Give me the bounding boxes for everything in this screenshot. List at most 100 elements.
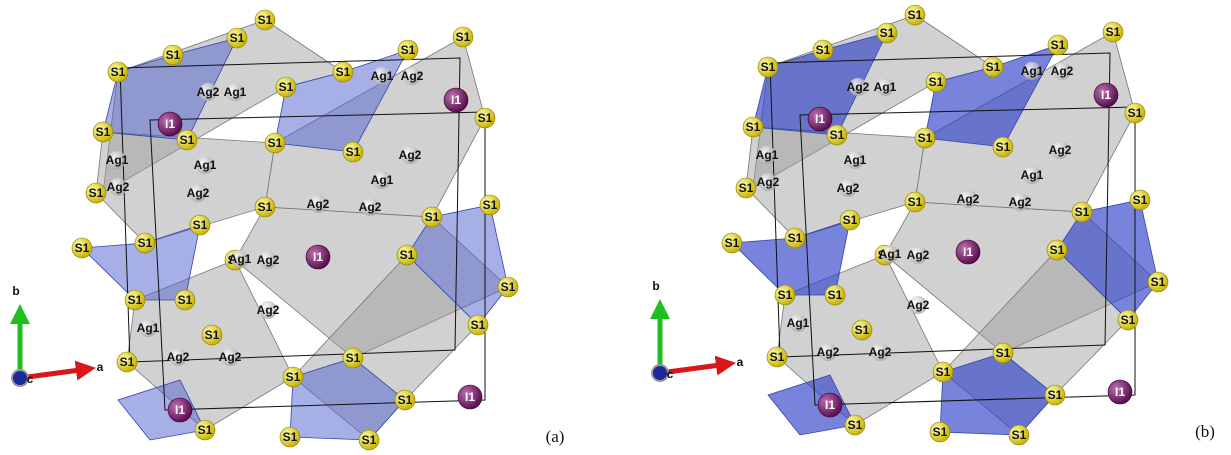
atom-label: S1 bbox=[739, 181, 754, 195]
atom-label: S1 bbox=[1075, 205, 1090, 219]
atom-label: Ag2 bbox=[219, 350, 242, 364]
atom-label: S1 bbox=[96, 125, 111, 139]
atom-label: S1 bbox=[180, 133, 195, 147]
atom-label: S1 bbox=[936, 365, 951, 379]
atom-label: S1 bbox=[1050, 243, 1065, 257]
figure: S1 S1 S1 S1 S1 S1 S1 S1 S1 S1 S1 S1 S1 S1 S1 S1 S1 S1 S1 S1… bbox=[0, 0, 1231, 455]
atom-label: Ag1 bbox=[874, 80, 897, 94]
atom-label: I1 bbox=[313, 250, 323, 264]
atom-label: Ag1 bbox=[224, 85, 247, 99]
atom-label: Ag2 bbox=[1049, 143, 1072, 157]
atom-label: Ag2 bbox=[257, 253, 280, 267]
atom-label: I1 bbox=[1101, 88, 1111, 102]
atom-label: S1 bbox=[848, 418, 863, 432]
atom-label: S1 bbox=[986, 60, 1001, 74]
atom-label: I1 bbox=[465, 390, 475, 404]
panel-b: S1 S1 S1 S1 S1 S1 S1 S1 S1 S1 S1 S1 S1 S1 S1 S1 S1 S1 S1 S1… bbox=[652, 5, 1215, 445]
atom-label: S1 bbox=[198, 423, 213, 437]
atom-label: S1 bbox=[761, 60, 776, 74]
atom-label: S1 bbox=[996, 140, 1011, 154]
atom-label: Ag2 bbox=[847, 80, 870, 94]
atom-label: S1 bbox=[843, 213, 858, 227]
atom-label: S1 bbox=[346, 351, 361, 365]
atom-label: Ag2 bbox=[907, 298, 930, 312]
atom-label: S1 bbox=[120, 355, 135, 369]
atom-label: S1 bbox=[725, 236, 740, 250]
atom-label: S1 bbox=[1048, 388, 1063, 402]
axis-c-sphere bbox=[652, 365, 668, 381]
atom-label: S1 bbox=[205, 328, 220, 342]
panel-a: S1 S1 S1 S1 S1 S1 S1 S1 S1 S1 S1 S1 S1 S1 S1 S1 S1 S1 S1 S1… bbox=[12, 10, 564, 450]
atom-label: S1 bbox=[908, 8, 923, 22]
atom-label: S1 bbox=[178, 293, 193, 307]
axis-label: b bbox=[652, 279, 659, 293]
atom-label: Ag2 bbox=[257, 303, 280, 317]
atom-label: S1 bbox=[193, 218, 208, 232]
atom-label: Ag2 bbox=[1009, 195, 1032, 209]
axis-label: c bbox=[27, 372, 34, 386]
atom-label: Ag1 bbox=[879, 247, 902, 261]
atom-label: Ag2 bbox=[187, 186, 210, 200]
atom-label: S1 bbox=[166, 48, 181, 62]
atom-label: S1 bbox=[1151, 275, 1166, 289]
atom-label: S1 bbox=[483, 198, 498, 212]
atom-label: S1 bbox=[1012, 428, 1027, 442]
atom-label: Ag2 bbox=[107, 180, 130, 194]
atom-label: S1 bbox=[830, 128, 845, 142]
atom-label: S1 bbox=[75, 241, 90, 255]
atom-label: S1 bbox=[788, 231, 803, 245]
atom-label: S1 bbox=[770, 350, 785, 364]
axis-label: b bbox=[12, 284, 19, 298]
atom-label: Ag2 bbox=[307, 197, 330, 211]
atom-label: S1 bbox=[778, 288, 793, 302]
atom-label: Ag1 bbox=[844, 153, 867, 167]
atom-label: I1 bbox=[963, 245, 973, 259]
atom-label: S1 bbox=[400, 248, 415, 262]
atom-label: S1 bbox=[908, 195, 923, 209]
atom-label: S1 bbox=[996, 346, 1011, 360]
atom-label: S1 bbox=[258, 200, 273, 214]
atom-label: I1 bbox=[165, 117, 175, 131]
atom-label: S1 bbox=[746, 120, 761, 134]
atom-label: Ag1 bbox=[1021, 64, 1044, 78]
atom-label: Ag2 bbox=[399, 148, 422, 162]
atom-label: S1 bbox=[89, 186, 104, 200]
atom-label: Ag1 bbox=[1021, 168, 1044, 182]
atom-label: Ag2 bbox=[401, 69, 424, 83]
atom-label: S1 bbox=[279, 80, 294, 94]
atom-label: I1 bbox=[815, 112, 825, 126]
axis-label: a bbox=[97, 360, 104, 374]
atom-label: Ag2 bbox=[869, 345, 892, 359]
panel-caption: (b) bbox=[1195, 422, 1215, 441]
atom-label: S1 bbox=[398, 393, 413, 407]
atom-label: Ag2 bbox=[197, 85, 220, 99]
atom-label: S1 bbox=[138, 236, 153, 250]
atom-label: Ag1 bbox=[371, 69, 394, 83]
atom-label: S1 bbox=[1128, 106, 1143, 120]
atom-label: S1 bbox=[258, 13, 273, 27]
atom-label: S1 bbox=[425, 210, 440, 224]
atom-label: Ag2 bbox=[167, 350, 190, 364]
atom-label: S1 bbox=[471, 318, 486, 332]
atom-label: S1 bbox=[478, 111, 493, 125]
atom-label: S1 bbox=[1133, 193, 1148, 207]
atom-label: S1 bbox=[1121, 313, 1136, 327]
atom-label: S1 bbox=[1051, 38, 1066, 52]
atom-label: S1 bbox=[933, 425, 948, 439]
atom-label: Ag2 bbox=[757, 175, 780, 189]
atom-label: Ag1 bbox=[137, 321, 160, 335]
axis-label: a bbox=[737, 355, 744, 369]
atom-label: Ag2 bbox=[817, 345, 840, 359]
atom-label: I1 bbox=[451, 93, 461, 107]
atom-label: S1 bbox=[362, 433, 377, 447]
axis-c-sphere bbox=[12, 370, 28, 386]
atom-label: S1 bbox=[401, 43, 416, 57]
atom-label: S1 bbox=[828, 288, 843, 302]
axis-label: c bbox=[667, 367, 674, 381]
atom-label: S1 bbox=[286, 370, 301, 384]
atom-label: Ag2 bbox=[359, 200, 382, 214]
atom-label: Ag2 bbox=[837, 181, 860, 195]
atom-label: S1 bbox=[456, 30, 471, 44]
atom-label: S1 bbox=[128, 293, 143, 307]
atom-label: I1 bbox=[825, 398, 835, 412]
